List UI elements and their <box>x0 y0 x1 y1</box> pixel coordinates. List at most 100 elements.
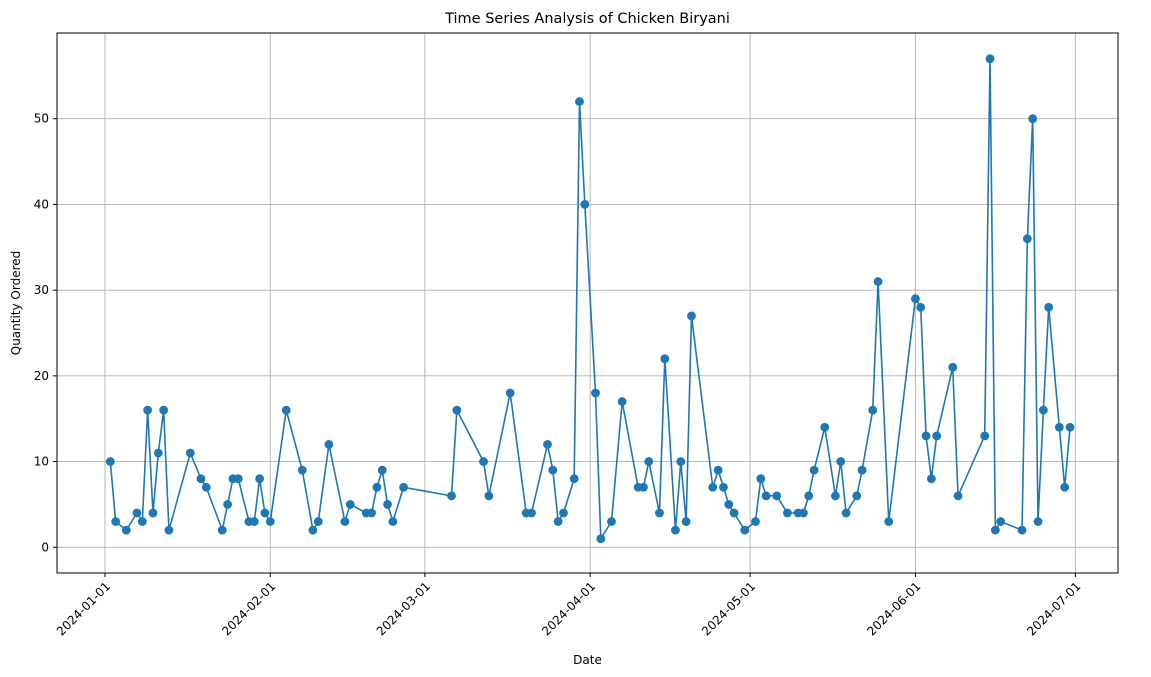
data-point <box>921 431 931 441</box>
data-point <box>505 388 515 398</box>
data-point <box>687 311 696 321</box>
data-point <box>799 508 808 518</box>
chart-title: Time Series Analysis of Chicken Biryani <box>444 11 730 27</box>
data-point <box>751 517 760 526</box>
data-point <box>1028 114 1038 124</box>
data-point <box>153 448 163 458</box>
y-axis-ticks: 0 10 20 30 40 50 <box>34 112 57 554</box>
data-point <box>617 397 627 406</box>
data-point <box>105 457 115 466</box>
data-point <box>953 491 963 501</box>
data-point <box>639 482 648 492</box>
data-point <box>484 491 494 501</box>
data-point <box>308 525 318 535</box>
data-point <box>1033 517 1043 526</box>
data-point <box>324 440 334 449</box>
data-point <box>841 508 851 518</box>
data-point <box>143 405 153 415</box>
data-point <box>831 491 840 501</box>
data-point <box>132 508 142 518</box>
data-point <box>655 508 664 518</box>
data-point <box>543 440 552 449</box>
data-point <box>873 277 883 286</box>
data-point <box>820 422 830 432</box>
data-point <box>948 362 958 372</box>
data-point <box>217 525 227 535</box>
data-point <box>196 474 206 484</box>
data-point <box>255 474 264 484</box>
data-point <box>607 517 616 526</box>
data-point <box>911 294 920 304</box>
data-point <box>756 474 766 484</box>
y-tick-label: 40 <box>34 197 49 211</box>
data-point <box>447 491 456 501</box>
data-point <box>996 517 1006 526</box>
data-point <box>708 482 718 492</box>
data-point <box>148 508 158 518</box>
y-tick-label: 10 <box>34 455 49 469</box>
data-point <box>1060 482 1070 492</box>
data-point <box>297 465 307 475</box>
data-point <box>932 431 942 441</box>
data-point <box>372 482 382 492</box>
data-point <box>809 465 819 475</box>
data-point <box>761 491 771 501</box>
y-tick-label: 20 <box>34 369 49 383</box>
data-point <box>591 388 600 398</box>
data-point <box>383 500 392 509</box>
data-point <box>313 517 323 526</box>
data-point <box>260 508 270 518</box>
data-point <box>452 405 462 415</box>
data-point <box>388 517 398 526</box>
data-point <box>868 405 878 415</box>
data-point <box>164 525 174 535</box>
series-layer <box>105 54 1075 544</box>
data-point <box>852 491 862 501</box>
y-axis-label: Quantity Ordered <box>9 251 23 356</box>
data-point <box>479 457 488 466</box>
data-point <box>671 525 680 535</box>
data-point <box>985 54 995 64</box>
data-point <box>660 354 670 364</box>
data-point <box>1038 405 1048 415</box>
data-point <box>223 500 233 509</box>
data-point <box>527 508 536 518</box>
data-point <box>340 517 350 526</box>
data-point <box>713 465 723 475</box>
data-point <box>681 517 691 526</box>
data-point <box>1065 422 1075 432</box>
data-point <box>1054 422 1064 432</box>
data-point <box>249 517 259 526</box>
data-point <box>596 534 606 544</box>
data-point <box>399 482 408 492</box>
data-point <box>719 482 728 492</box>
plot-frame <box>56 32 1119 574</box>
x-axis-label: Date <box>573 653 602 667</box>
data-point <box>377 465 387 475</box>
data-point <box>772 491 782 501</box>
grid-lines <box>57 33 1118 573</box>
data-point <box>1017 525 1027 535</box>
data-point <box>569 474 579 484</box>
data-point <box>884 517 894 526</box>
data-point <box>345 500 355 509</box>
data-point <box>804 491 814 501</box>
data-point <box>740 525 750 535</box>
data-point <box>676 457 686 466</box>
data-point <box>111 517 121 526</box>
data-point <box>724 500 734 509</box>
y-tick-label: 50 <box>34 112 49 126</box>
y-tick-label: 0 <box>41 540 49 554</box>
data-point <box>729 508 739 518</box>
data-point <box>233 474 243 484</box>
y-tick-label: 30 <box>34 283 49 297</box>
data-point <box>201 482 211 492</box>
data-point <box>1022 234 1032 244</box>
data-point <box>644 457 654 466</box>
data-point <box>783 508 792 518</box>
data-point <box>580 200 590 209</box>
data-point <box>281 405 291 415</box>
data-point <box>548 465 558 475</box>
data-point <box>185 448 195 458</box>
